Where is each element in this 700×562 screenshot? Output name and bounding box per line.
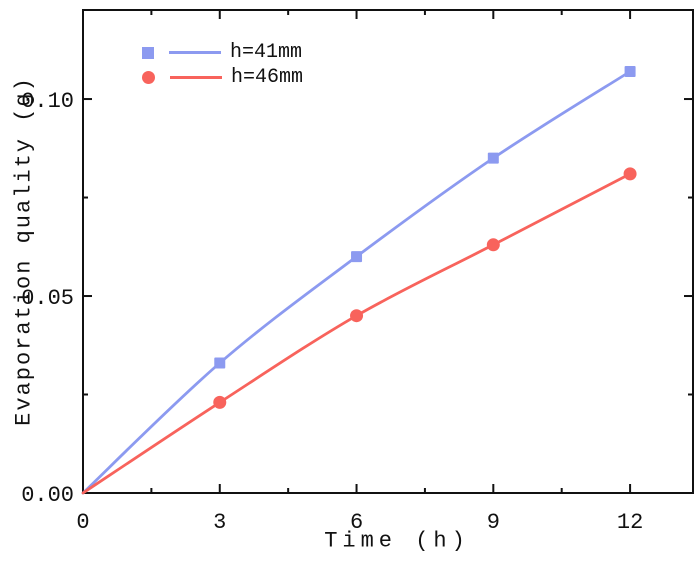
data-point-circle bbox=[486, 238, 500, 252]
data-point-square bbox=[487, 152, 499, 164]
data-point-circle bbox=[350, 309, 364, 323]
y-tick-label: 0.05 bbox=[21, 286, 74, 311]
y-tick-label: 0.00 bbox=[21, 483, 74, 508]
legend-line-sample bbox=[169, 51, 221, 54]
data-point-square bbox=[624, 65, 636, 77]
x-tick-label: 9 bbox=[487, 510, 500, 535]
y-axis-title: Evaporation quality (g) bbox=[11, 76, 37, 426]
plot-frame bbox=[82, 9, 694, 494]
legend-item-h46mm: h=46mm bbox=[142, 65, 303, 90]
x-tick-label: 6 bbox=[350, 510, 363, 535]
series-line-h=41mm bbox=[81, 70, 632, 495]
tick-labels: 0 3 6 9 12 0.00 0.05 0.10 bbox=[21, 89, 643, 535]
x-tick-label: 12 bbox=[617, 510, 643, 535]
axis-ticks bbox=[82, 10, 693, 494]
axes-frame bbox=[82, 9, 694, 494]
y-tick-label: 0.10 bbox=[21, 89, 74, 114]
legend: h=41mm h=46mm bbox=[142, 40, 303, 90]
x-tick-label: 0 bbox=[76, 510, 89, 535]
data-point-square bbox=[351, 251, 363, 263]
square-marker-icon bbox=[142, 46, 154, 59]
series-line-h=46mm bbox=[81, 172, 632, 495]
legend-item-h41mm: h=41mm bbox=[142, 40, 303, 65]
legend-label-h41mm: h=41mm bbox=[230, 41, 303, 64]
legend-line-sample bbox=[170, 76, 222, 79]
x-axis-title: Time (h) bbox=[324, 528, 470, 554]
legend-label-h46mm: h=46mm bbox=[231, 66, 304, 89]
data-point-circle bbox=[623, 167, 637, 181]
series-markers bbox=[213, 65, 637, 409]
x-tick-label: 3 bbox=[213, 510, 226, 535]
data-point-circle bbox=[213, 395, 227, 409]
circle-marker-icon bbox=[142, 71, 155, 84]
data-point-square bbox=[214, 357, 226, 369]
series-lines bbox=[81, 70, 632, 495]
